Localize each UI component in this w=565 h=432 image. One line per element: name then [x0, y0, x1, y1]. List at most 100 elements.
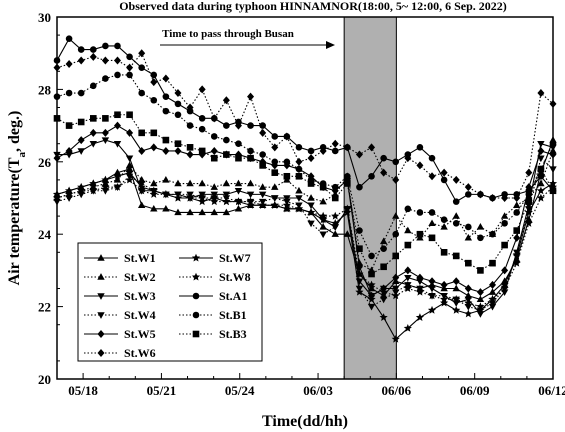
- data-point-stw8: [343, 204, 352, 213]
- data-point-stb3: [259, 162, 266, 169]
- data-point-stw1: [198, 208, 206, 216]
- data-point-stb1: [174, 111, 182, 119]
- data-point-stw2: [428, 219, 436, 227]
- legend-marker-stb1: [192, 311, 200, 319]
- legend-marker-stw6: [97, 349, 105, 357]
- data-point-stw5: [113, 121, 121, 130]
- data-point-stw8: [379, 287, 388, 296]
- data-point-stw5: [452, 277, 460, 286]
- data-point-stw8: [282, 200, 291, 209]
- data-point-stw5: [464, 284, 472, 293]
- data-point-stw8: [113, 182, 122, 191]
- data-point-stb1: [331, 183, 339, 191]
- data-point-stw8: [65, 190, 74, 198]
- x-tick-label: 05/18: [68, 383, 98, 398]
- series-line-stw2: [56, 150, 554, 272]
- data-point-stw6: [295, 157, 303, 166]
- series-stb1: [53, 71, 557, 260]
- data-point-sta1: [452, 198, 460, 205]
- legend-label-stw1: St.W1: [124, 251, 156, 265]
- data-point-sta1: [477, 191, 484, 198]
- data-point-stw7: [319, 215, 328, 224]
- data-point-stw8: [137, 186, 146, 195]
- data-point-stw6: [440, 168, 448, 177]
- data-point-stw5: [428, 277, 436, 286]
- data-point-sta1: [331, 147, 339, 155]
- data-point-sta1: [344, 144, 351, 151]
- data-point-stb3: [465, 259, 472, 267]
- x-tick-label: 06/09: [460, 383, 490, 398]
- data-point-sta1: [89, 46, 97, 53]
- data-point-stw2: [162, 176, 170, 183]
- data-point-stb1: [428, 209, 436, 216]
- data-point-stb1: [102, 75, 109, 82]
- data-point-sta1: [247, 122, 254, 129]
- data-point-stw2: [295, 186, 303, 194]
- data-point-stw7: [379, 313, 388, 321]
- data-point-stw7: [331, 219, 340, 227]
- data-point-sta1: [283, 133, 291, 140]
- data-point-stw8: [367, 280, 376, 289]
- data-point-sta1: [465, 191, 472, 198]
- legend-item-stw7: St.W7: [179, 251, 251, 265]
- data-point-stw7: [125, 168, 134, 177]
- data-point-stb3: [102, 115, 109, 122]
- axis-layer: 20 22 24 26 28 30 05/18 05/21 05/24 06/03 06/06 06/…: [38, 10, 565, 398]
- data-point-stb3: [537, 165, 545, 173]
- data-point-stw7: [246, 200, 255, 209]
- data-point-sta1: [368, 172, 375, 180]
- data-point-stw2: [174, 179, 182, 187]
- data-point-stw2: [404, 226, 412, 234]
- data-point-stw2: [234, 179, 243, 187]
- data-point-stw8: [125, 175, 134, 184]
- data-point-stw7: [101, 175, 110, 184]
- data-point-stw3: [258, 191, 267, 199]
- data-point-stw5: [77, 136, 85, 145]
- legend-marker-stw4: [97, 312, 105, 319]
- legend-marker-stw3: [97, 293, 105, 300]
- data-point-stw8: [391, 291, 400, 300]
- data-point-stw7: [403, 324, 412, 332]
- series-line-stw4: [56, 157, 554, 311]
- data-point-stb1: [162, 107, 170, 115]
- data-point-stw2: [258, 183, 267, 190]
- data-point-stb3: [344, 180, 351, 187]
- data-point-sta1: [198, 115, 206, 122]
- data-point-stw6: [138, 49, 146, 58]
- data-point-stw2: [513, 201, 521, 208]
- data-point-stw2: [125, 161, 134, 169]
- data-point-stb3: [162, 136, 170, 144]
- data-point-stb3: [114, 111, 121, 119]
- data-point-stw8: [173, 193, 183, 202]
- data-point-stb1: [489, 230, 496, 238]
- data-point-stb3: [501, 241, 508, 249]
- y-tick-label: 20: [38, 372, 51, 387]
- data-point-stw7: [113, 171, 122, 180]
- data-point-stw3: [283, 195, 291, 202]
- data-point-stb1: [344, 172, 351, 180]
- data-point-stw6: [428, 172, 436, 181]
- data-point-stw2: [355, 259, 364, 266]
- data-point-stb1: [283, 158, 291, 166]
- data-point-stb1: [501, 220, 508, 227]
- data-point-stw3: [488, 303, 497, 311]
- data-point-stw3: [404, 274, 412, 282]
- data-point-stb3: [416, 230, 424, 238]
- data-point-stw8: [440, 295, 449, 303]
- data-point-stw8: [234, 197, 243, 206]
- data-point-stb3: [295, 172, 303, 180]
- data-point-stw7: [282, 204, 291, 213]
- data-point-stw4: [319, 231, 327, 239]
- data-point-stw8: [476, 302, 485, 311]
- data-point-stw5: [404, 266, 412, 275]
- data-point-stw6: [126, 63, 134, 72]
- data-point-sta1: [440, 176, 448, 184]
- data-point-stw1: [331, 230, 339, 237]
- data-point-stw2: [379, 237, 388, 245]
- data-point-stw8: [536, 193, 545, 202]
- data-point-stw7: [524, 208, 533, 216]
- x-tick-label: 06/03: [303, 383, 333, 398]
- legend-item-stw5: St.W5: [84, 327, 156, 341]
- data-point-stb3: [126, 111, 133, 119]
- data-point-sta1: [102, 42, 109, 50]
